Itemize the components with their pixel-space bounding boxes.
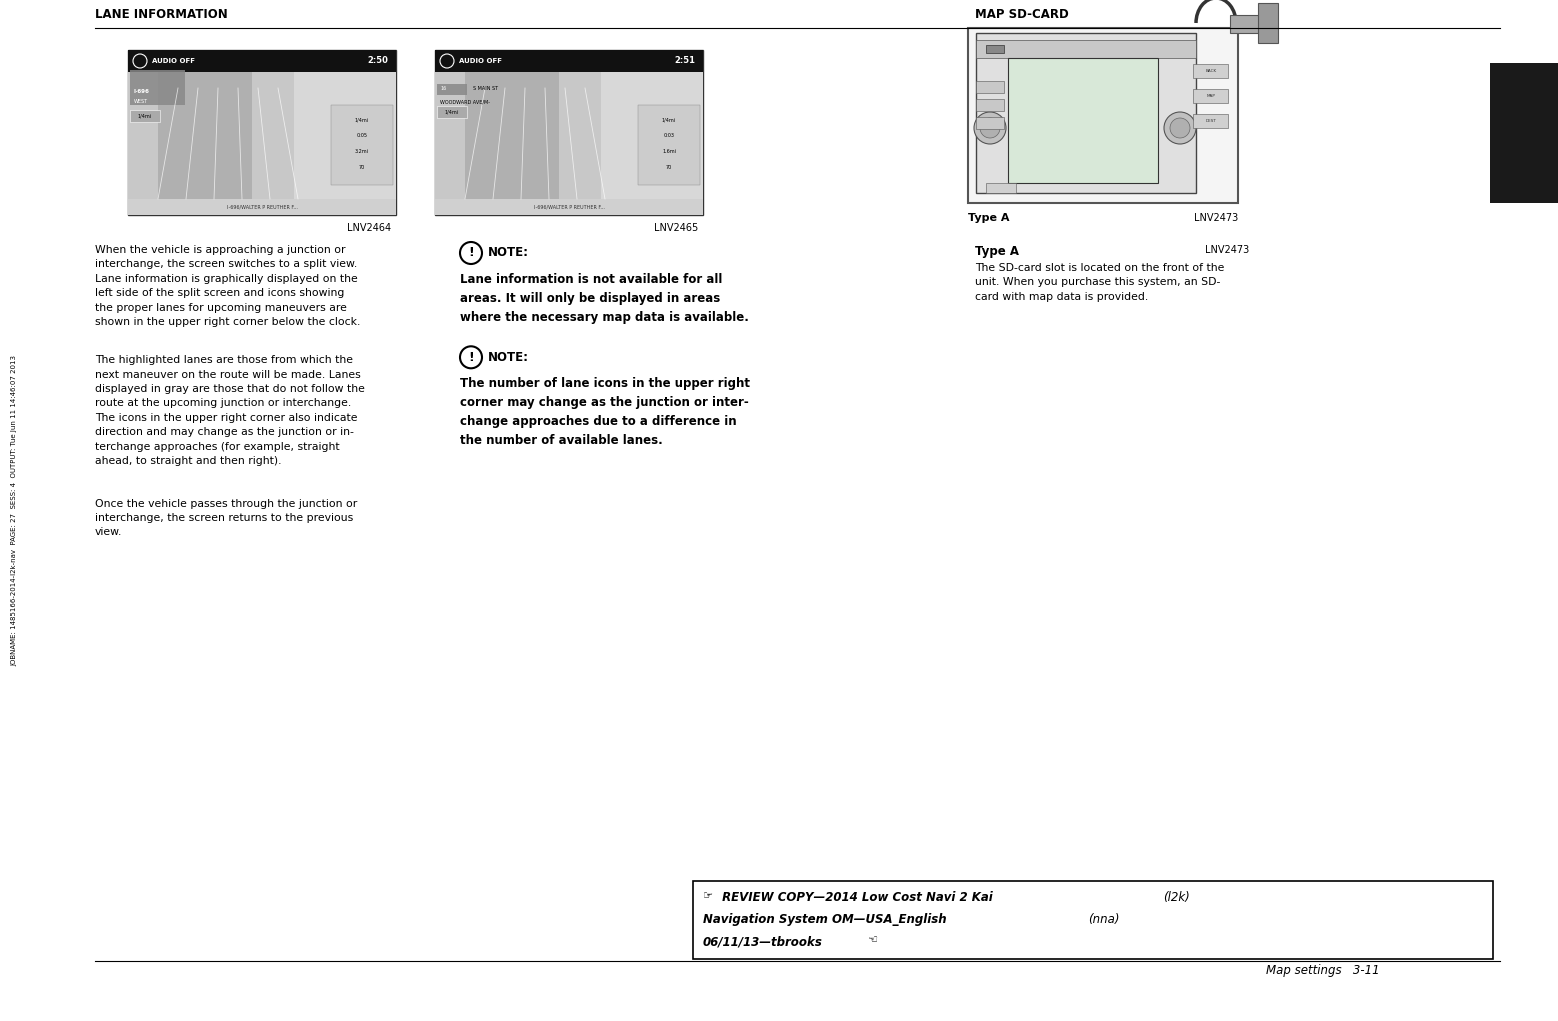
Text: 16: 16 [439, 87, 446, 92]
Bar [1229, 15, 1260, 33]
Text: When the vehicle is approaching a junction or
interchange, the screen switches t: When the vehicle is approaching a juncti… [95, 245, 360, 327]
Bar [128, 199, 396, 215]
Text: WEST: WEST [134, 99, 148, 104]
Circle shape [974, 112, 1006, 144]
Text: ☞: ☞ [703, 891, 714, 901]
Bar [157, 72, 252, 199]
Text: 1.6mi: 1.6mi [662, 149, 676, 154]
Bar [975, 99, 1003, 111]
Bar [1193, 89, 1228, 103]
Text: 1/4mi: 1/4mi [662, 117, 676, 123]
Text: JOBNAME: 1485166-2014-l2k-nav  PAGE: 27  SESS: 4  OUTPUT: Tue Jun 11 14:46:07 20: JOBNAME: 1485166-2014-l2k-nav PAGE: 27 S… [11, 355, 17, 666]
Text: (nna): (nna) [1087, 913, 1120, 926]
Bar [975, 81, 1003, 93]
Circle shape [980, 118, 1000, 138]
Bar [1489, 63, 1558, 203]
Text: WOODWARD AVE/M-: WOODWARD AVE/M- [439, 99, 491, 104]
Bar [968, 28, 1239, 203]
Bar [435, 72, 601, 199]
Text: AUDIO OFF: AUDIO OFF [153, 58, 195, 64]
Text: 3.2mi: 3.2mi [355, 149, 369, 154]
Text: NOTE:: NOTE: [488, 246, 530, 259]
Circle shape [460, 242, 481, 264]
Text: 0:03: 0:03 [664, 134, 675, 139]
Text: I-696/WALTER P REUTHER F...: I-696/WALTER P REUTHER F... [226, 204, 298, 209]
Bar [464, 72, 559, 199]
Bar [975, 40, 1197, 58]
Text: LNV2473: LNV2473 [1204, 245, 1250, 255]
Text: Type A: Type A [975, 245, 1019, 258]
Text: 70: 70 [358, 165, 365, 171]
Text: S MAIN ST: S MAIN ST [474, 87, 499, 92]
Text: The SD-card slot is located on the front of the
unit. When you purchase this sys: The SD-card slot is located on the front… [975, 263, 1225, 302]
Bar [975, 117, 1003, 129]
Text: MAP SD-CARD: MAP SD-CARD [975, 8, 1069, 21]
Text: 1/4mi: 1/4mi [446, 109, 460, 114]
Bar [436, 84, 467, 95]
Bar [986, 183, 1016, 193]
Text: BACK: BACK [1206, 69, 1217, 72]
Text: 1/4mi: 1/4mi [355, 117, 369, 123]
Bar [128, 72, 294, 199]
Text: Map settings   3-11: Map settings 3-11 [1267, 964, 1380, 977]
Bar [435, 199, 703, 215]
Text: !: ! [467, 246, 474, 259]
Text: 0:05: 0:05 [357, 134, 368, 139]
Text: (l2k): (l2k) [1162, 891, 1190, 904]
Bar [1193, 114, 1228, 128]
Bar [330, 105, 393, 185]
Text: AUDIO OFF: AUDIO OFF [460, 58, 502, 64]
Bar [129, 110, 160, 121]
Bar [129, 70, 185, 105]
Text: LNV2464: LNV2464 [347, 223, 391, 233]
Text: LNV2465: LNV2465 [654, 223, 698, 233]
Text: 2:50: 2:50 [368, 56, 388, 65]
Text: ☜: ☜ [868, 935, 879, 945]
Text: 06/11/13—tbrooks: 06/11/13—tbrooks [703, 935, 823, 949]
Bar [128, 50, 396, 215]
Text: REVIEW COPY—2014 Low Cost Navi 2 Kai: REVIEW COPY—2014 Low Cost Navi 2 Kai [718, 891, 992, 904]
Bar [294, 72, 396, 199]
Text: !: ! [467, 351, 474, 363]
Bar [601, 72, 703, 199]
Bar [435, 50, 703, 215]
Bar [693, 881, 1493, 959]
Text: LNV2473: LNV2473 [1193, 213, 1239, 223]
Text: Once the vehicle passes through the junction or
interchange, the screen returns : Once the vehicle passes through the junc… [95, 498, 357, 537]
Text: Lane information is not available for all
areas. It will only be displayed in ar: Lane information is not available for al… [460, 273, 749, 324]
Bar [1193, 64, 1228, 78]
Bar [637, 105, 700, 185]
Text: 70: 70 [665, 165, 671, 171]
Text: LANE INFORMATION: LANE INFORMATION [95, 8, 227, 21]
Bar [1257, 3, 1278, 43]
Bar [435, 50, 703, 72]
Text: I-696/WALTER P REUTHER F...: I-696/WALTER P REUTHER F... [533, 204, 605, 209]
Bar [1008, 58, 1158, 183]
Text: DEST: DEST [1206, 119, 1217, 123]
Text: 2:51: 2:51 [675, 56, 695, 65]
Bar [986, 45, 1003, 53]
Text: The number of lane icons in the upper right
corner may change as the junction or: The number of lane icons in the upper ri… [460, 378, 749, 447]
Text: The highlighted lanes are those from which the
next maneuver on the route will b: The highlighted lanes are those from whi… [95, 355, 365, 466]
Text: Navigation System OM—USA_English: Navigation System OM—USA_English [703, 913, 947, 926]
Text: MAP: MAP [1206, 94, 1215, 98]
Text: Type A: Type A [968, 213, 1010, 223]
Bar [436, 106, 467, 118]
Circle shape [460, 346, 481, 369]
Text: I-696: I-696 [134, 90, 150, 95]
Text: 1/4mi: 1/4mi [139, 113, 153, 118]
Bar [975, 33, 1197, 193]
Bar [128, 50, 396, 72]
Circle shape [1164, 112, 1197, 144]
Text: NOTE:: NOTE: [488, 351, 530, 363]
Circle shape [1170, 118, 1190, 138]
